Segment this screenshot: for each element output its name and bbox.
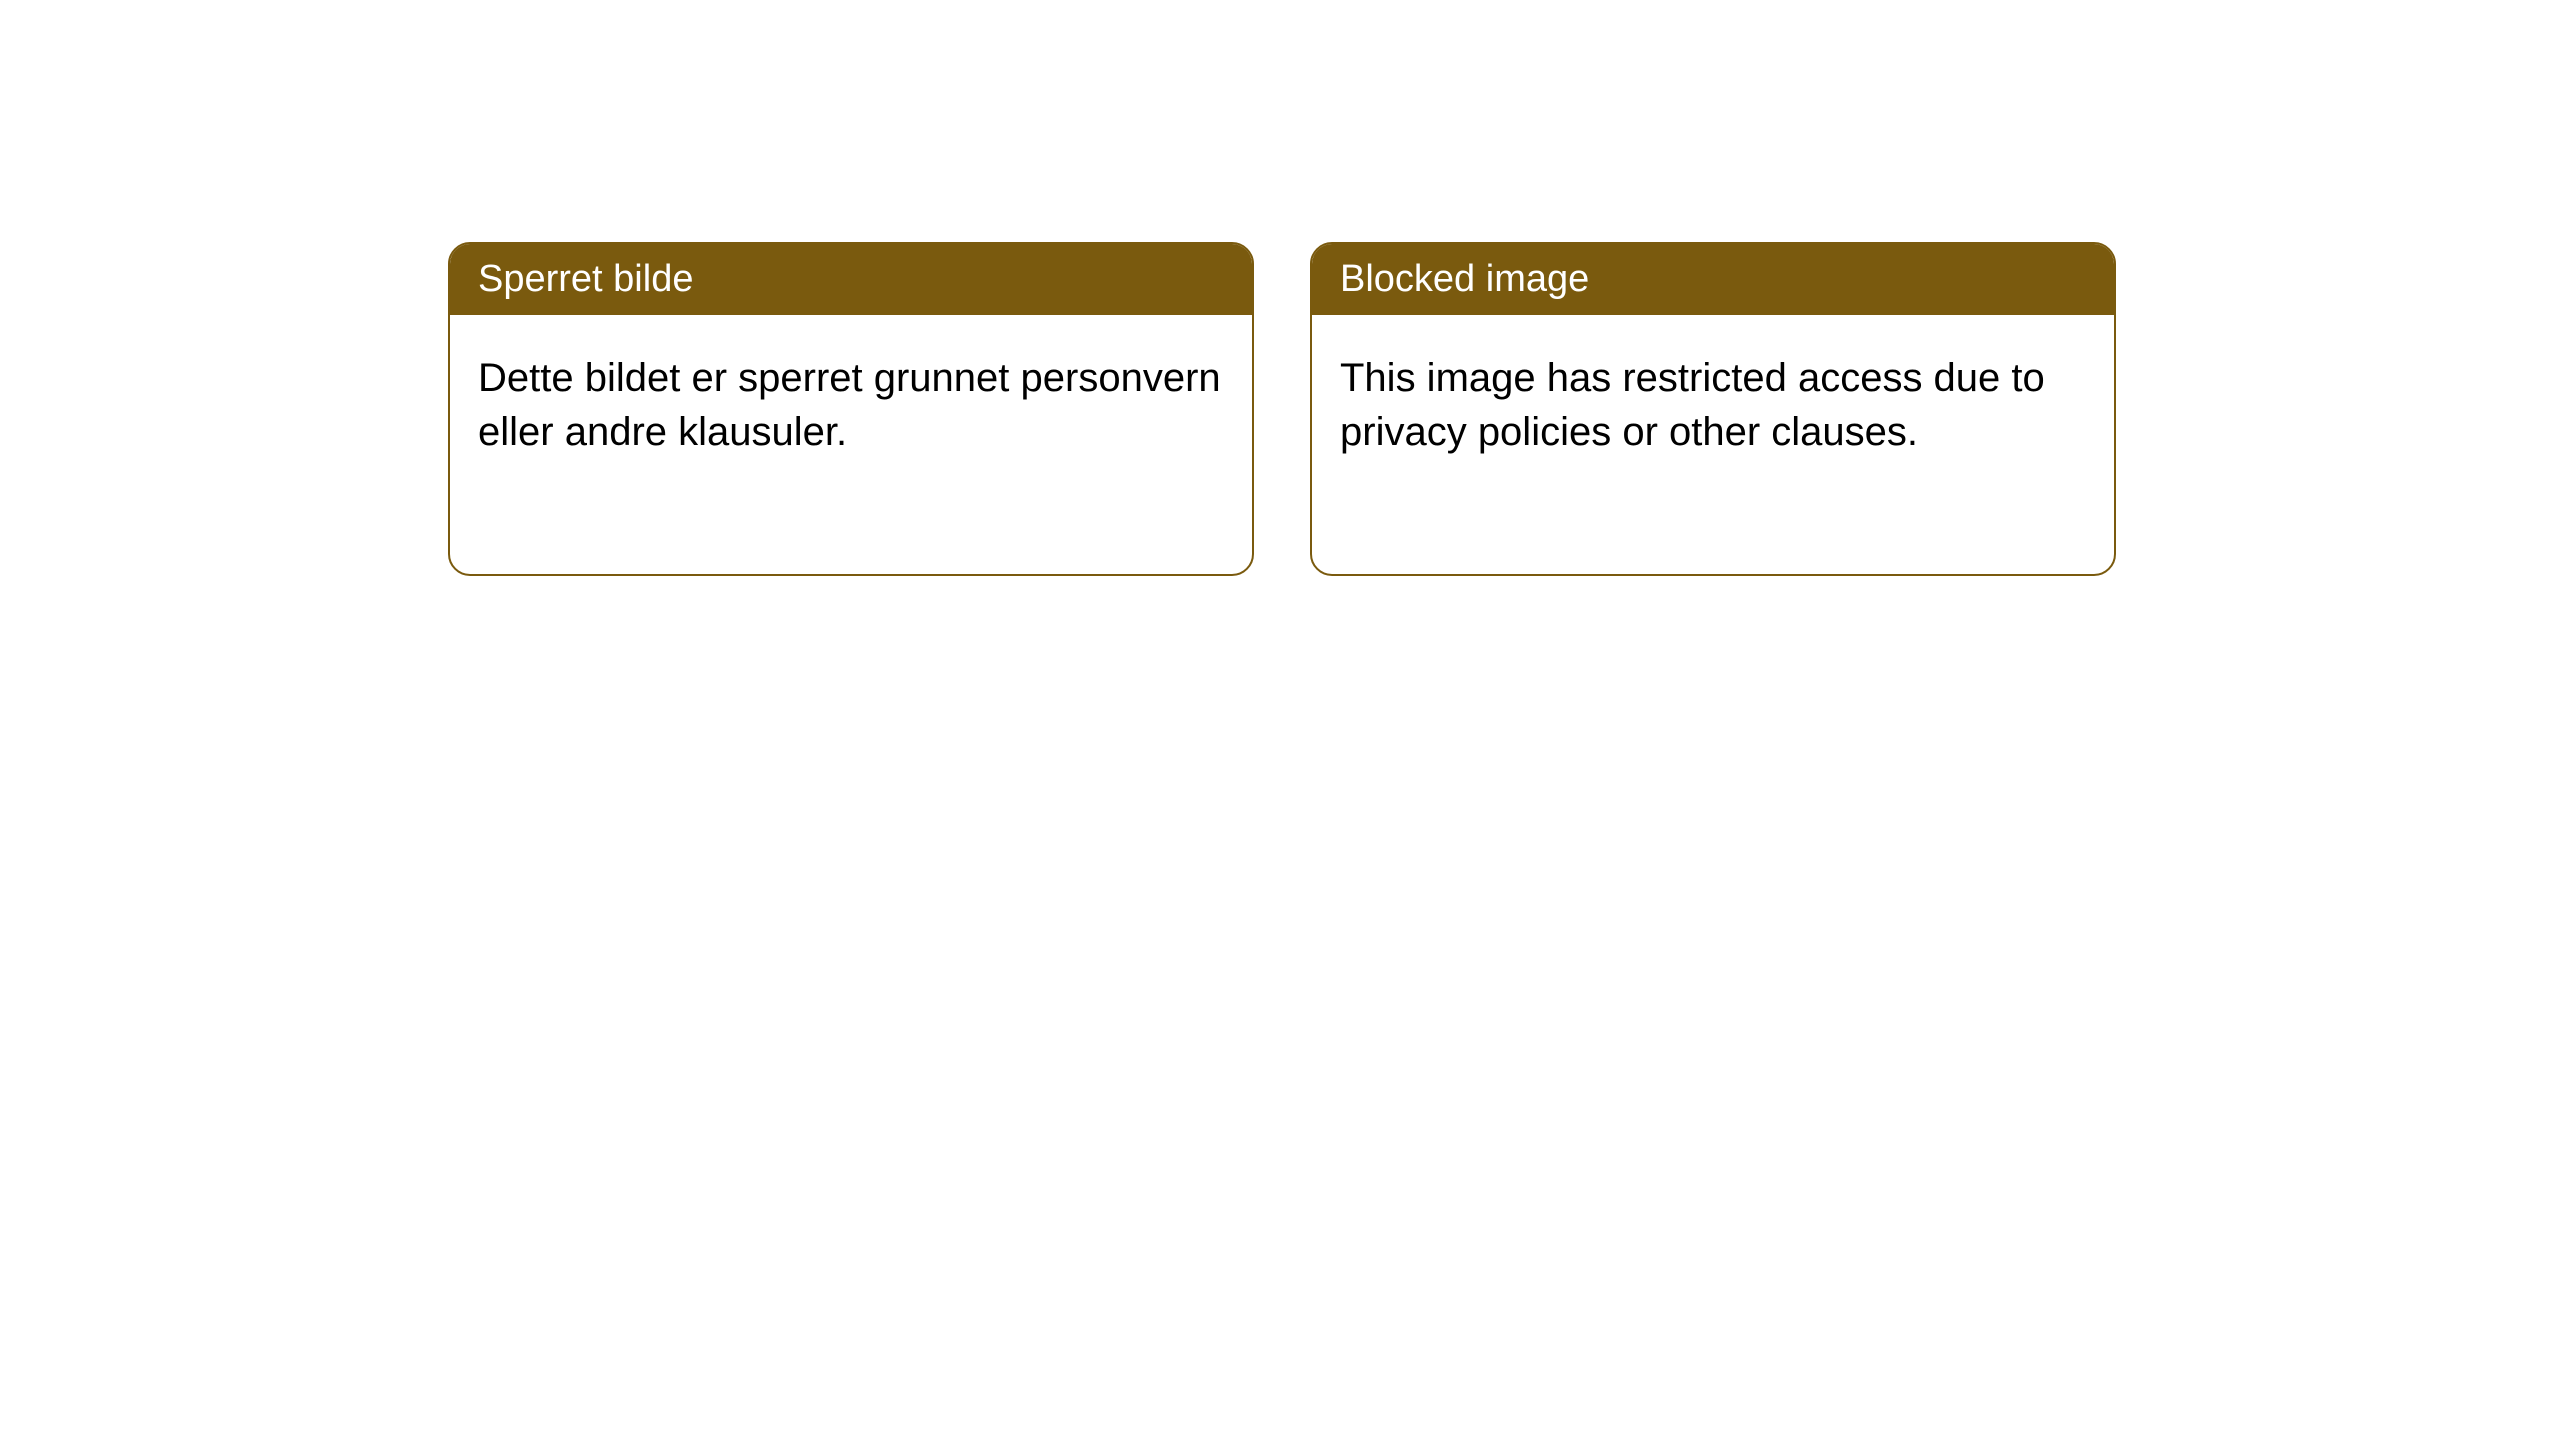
card-body: This image has restricted access due to … bbox=[1312, 315, 2114, 495]
notice-card-norwegian: Sperret bilde Dette bildet er sperret gr… bbox=[448, 242, 1254, 576]
card-header: Blocked image bbox=[1312, 244, 2114, 315]
card-body-text: Dette bildet er sperret grunnet personve… bbox=[478, 356, 1221, 454]
card-body: Dette bildet er sperret grunnet personve… bbox=[450, 315, 1252, 495]
card-body-text: This image has restricted access due to … bbox=[1340, 356, 2045, 454]
notice-cards-container: Sperret bilde Dette bildet er sperret gr… bbox=[448, 242, 2116, 576]
notice-card-english: Blocked image This image has restricted … bbox=[1310, 242, 2116, 576]
card-header: Sperret bilde bbox=[450, 244, 1252, 315]
card-title: Sperret bilde bbox=[478, 258, 693, 300]
card-title: Blocked image bbox=[1340, 258, 1589, 300]
